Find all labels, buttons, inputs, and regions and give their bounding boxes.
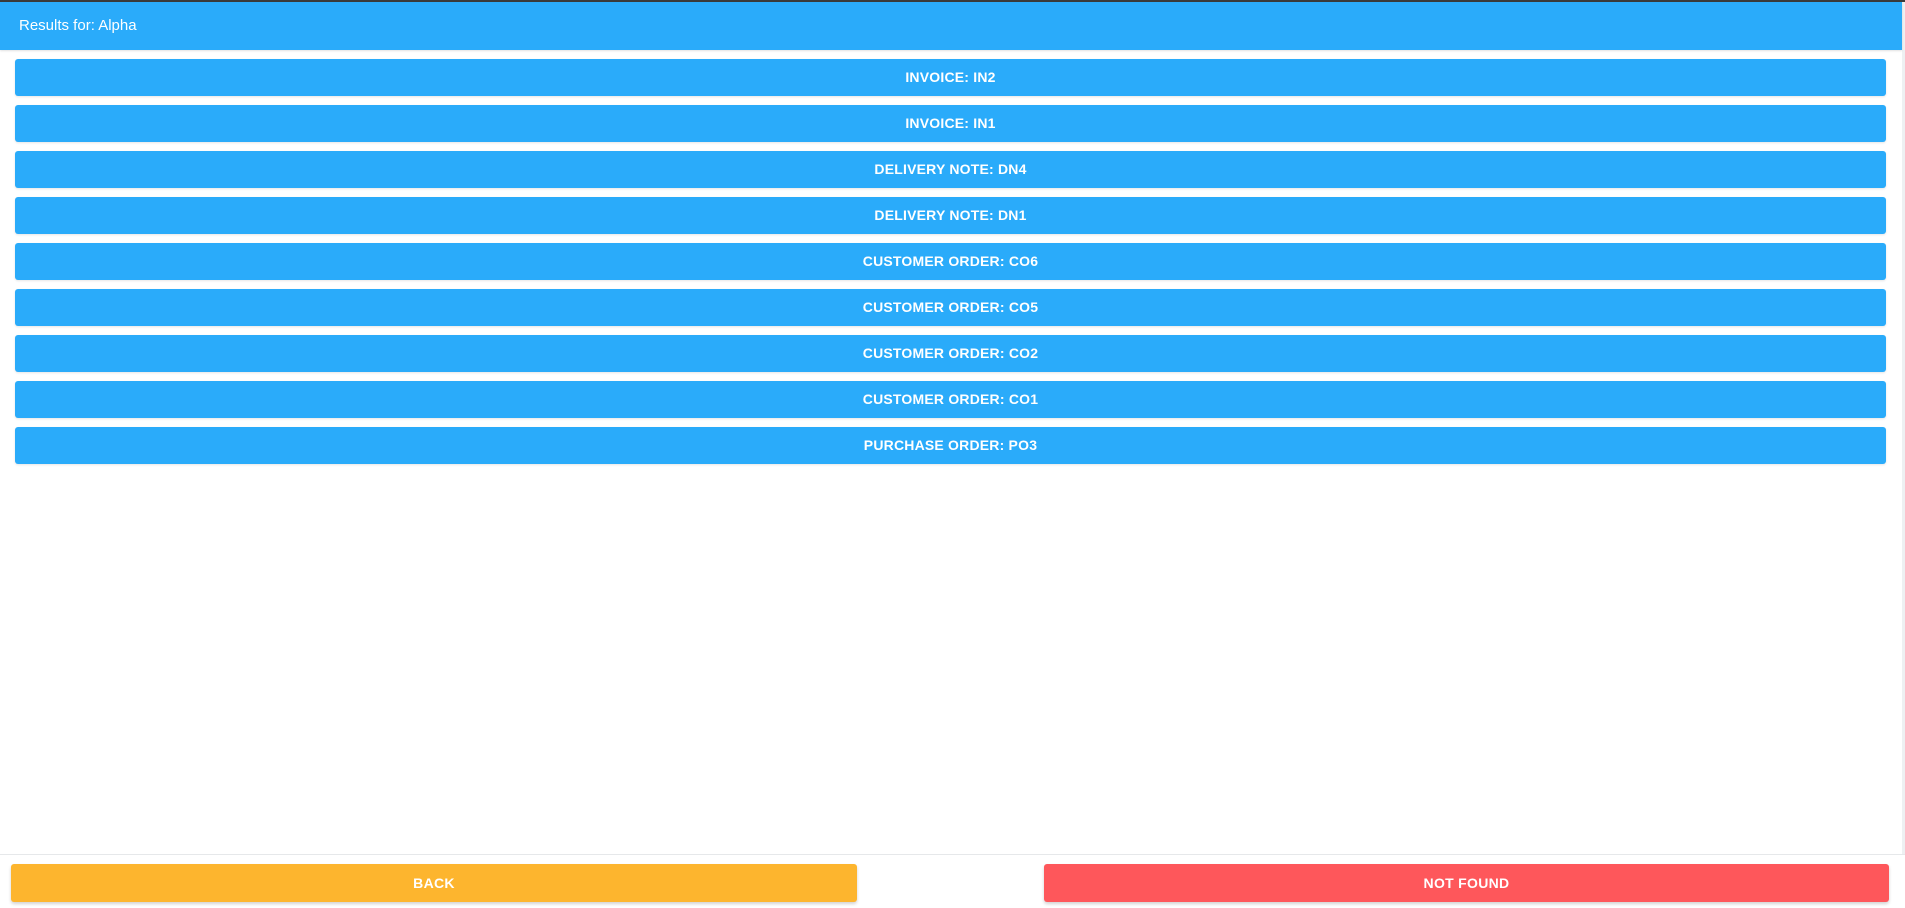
result-button-delivery-note-dn4[interactable]: DELIVERY NOTE: DN4 [15,151,1886,188]
list-item: PURCHASE ORDER: PO3 [15,427,1886,464]
result-button-invoice-in1[interactable]: INVOICE: IN1 [15,105,1886,142]
list-item: INVOICE: IN1 [15,105,1886,142]
result-button-invoice-in2[interactable]: INVOICE: IN2 [15,59,1886,96]
list-item: CUSTOMER ORDER: CO2 [15,335,1886,372]
result-button-customer-order-co2[interactable]: CUSTOMER ORDER: CO2 [15,335,1886,372]
list-item: DELIVERY NOTE: DN1 [15,197,1886,234]
result-button-customer-order-co5[interactable]: CUSTOMER ORDER: CO5 [15,289,1886,326]
main-content: Results for: Alpha INVOICE: IN2 INVOICE:… [0,2,1905,854]
list-item: CUSTOMER ORDER: CO6 [15,243,1886,280]
list-item: CUSTOMER ORDER: CO1 [15,381,1886,418]
results-list: INVOICE: IN2 INVOICE: IN1 DELIVERY NOTE:… [15,59,1886,473]
result-button-purchase-order-po3[interactable]: PURCHASE ORDER: PO3 [15,427,1886,464]
footer-bar: BACK NOT FOUND [0,854,1905,908]
list-item: DELIVERY NOTE: DN4 [15,151,1886,188]
list-item: INVOICE: IN2 [15,59,1886,96]
result-button-delivery-note-dn1[interactable]: DELIVERY NOTE: DN1 [15,197,1886,234]
not-found-button[interactable]: NOT FOUND [1044,864,1889,902]
page-title: Results for: Alpha [19,17,137,34]
result-button-customer-order-co6[interactable]: CUSTOMER ORDER: CO6 [15,243,1886,280]
results-header: Results for: Alpha [0,2,1902,50]
list-item: CUSTOMER ORDER: CO5 [15,289,1886,326]
back-button[interactable]: BACK [11,864,857,902]
result-button-customer-order-co1[interactable]: CUSTOMER ORDER: CO1 [15,381,1886,418]
